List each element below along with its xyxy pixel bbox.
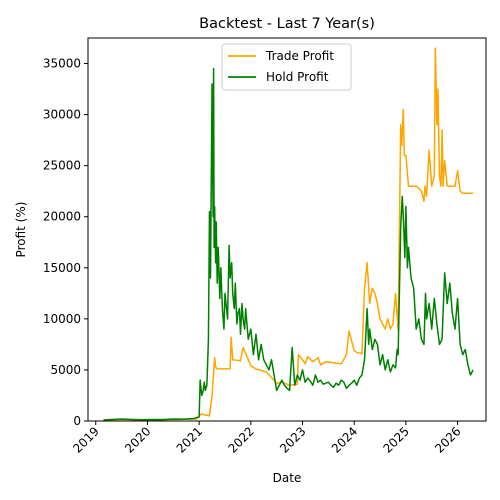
y-tick-label: 15000 <box>43 261 81 275</box>
y-tick-label: 25000 <box>43 159 81 173</box>
series-line-hold-profit <box>103 67 474 421</box>
y-axis: 0 5000 10000 15000 20000 25000 30000 35000 <box>43 57 88 428</box>
y-tick-label: 10000 <box>43 312 81 326</box>
chart-title: Backtest - Last 7 Year(s) <box>199 16 375 32</box>
y-tick-label: 0 <box>73 414 81 428</box>
y-tick-label: 20000 <box>43 210 81 224</box>
y-tick-label: 35000 <box>43 57 81 71</box>
legend: Trade Profit Hold Profit <box>221 43 352 91</box>
legend-entry-label: Trade Profit <box>265 49 334 63</box>
y-tick-label: 5000 <box>50 363 81 377</box>
plot-area <box>103 47 474 421</box>
x-axis-label: Date <box>273 471 302 485</box>
y-tick-label: 30000 <box>43 108 81 122</box>
legend-entry-label: Hold Profit <box>266 70 329 84</box>
y-axis-label: Profit (%) <box>14 202 28 258</box>
plot-frame <box>87 37 487 422</box>
series-line-trade-profit <box>103 47 474 421</box>
